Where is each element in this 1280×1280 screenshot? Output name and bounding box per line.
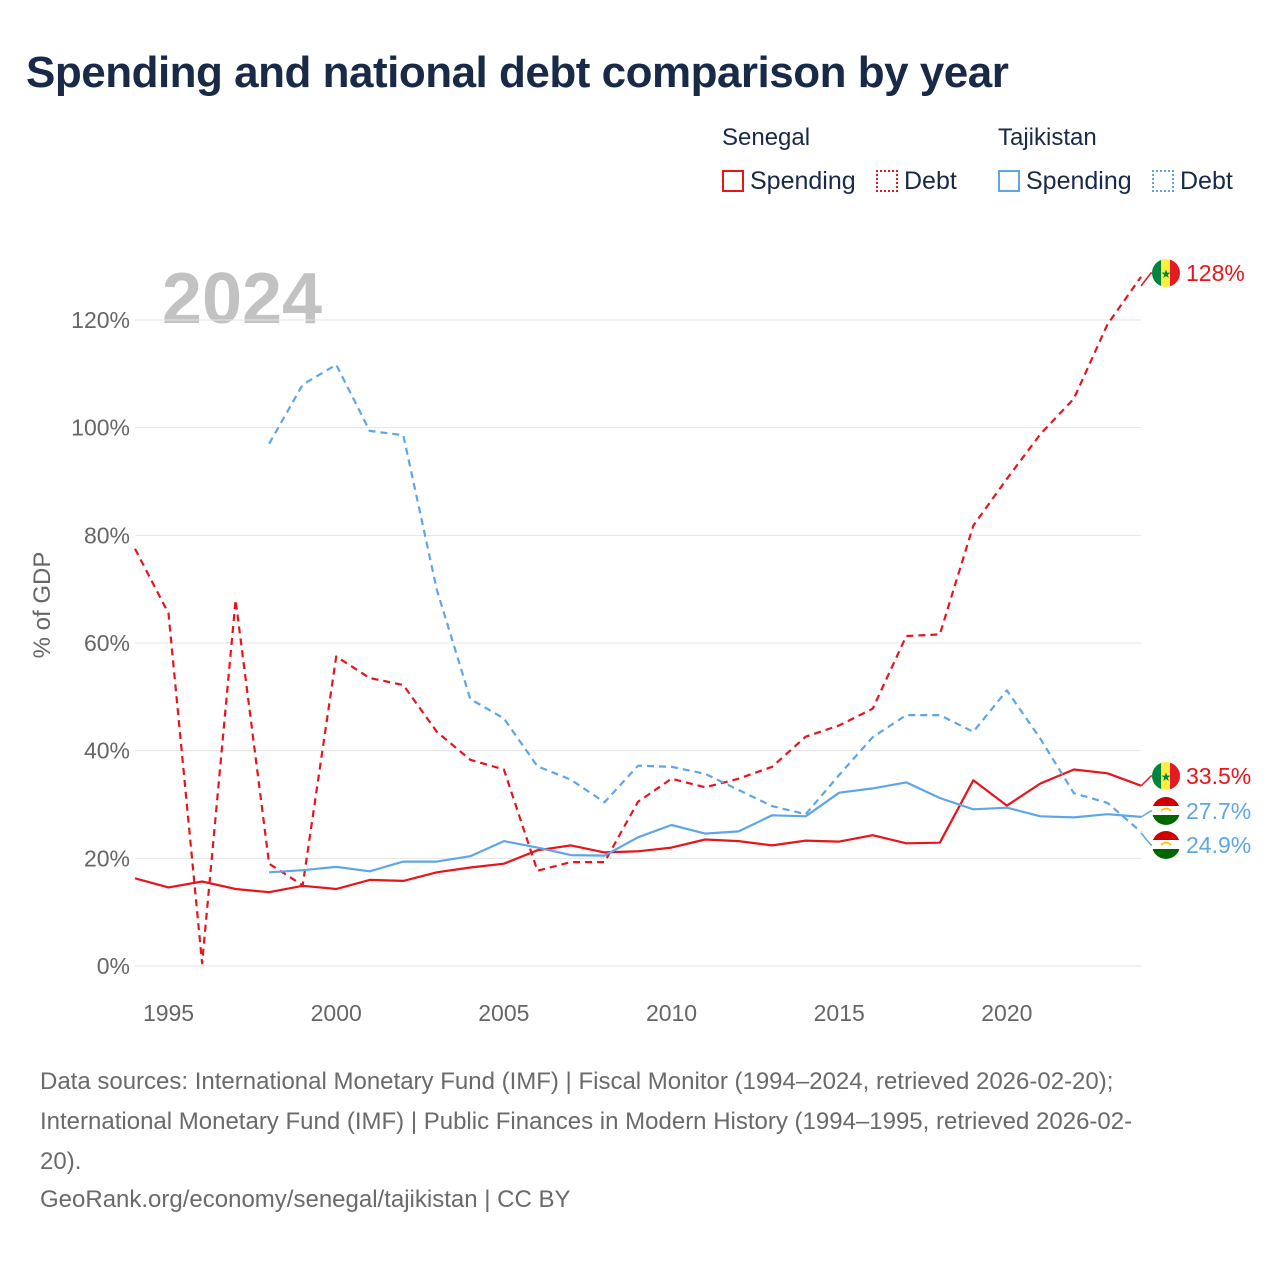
x-tick-label: 2005 — [478, 1000, 529, 1026]
year-watermark: 2024 — [162, 259, 322, 339]
legend-swatch-solid-blue — [998, 170, 1020, 192]
end-label-tajikistan-spending: 27.7% — [1186, 798, 1251, 824]
tajikistan-flag-icon — [1152, 831, 1180, 859]
series-line-senegal-debt — [134, 276, 1142, 965]
legend-group-tajikistan: Tajikistan — [998, 124, 1097, 151]
svg-text:★: ★ — [1161, 770, 1172, 784]
chart-title: Spending and national debt comparison by… — [26, 48, 1009, 97]
y-tick-label: 80% — [84, 522, 130, 548]
senegal-flag-icon: ★ — [1152, 762, 1180, 790]
x-tick-label: 2010 — [646, 1000, 697, 1026]
series-line-tajikistan-spending — [269, 781, 1142, 874]
senegal-flag-icon: ★ — [1152, 259, 1180, 287]
legend-group-senegal: Senegal — [722, 124, 811, 151]
footer-sources-line-3: 20). — [40, 1148, 82, 1175]
y-tick-label: 40% — [84, 738, 130, 764]
legend-label: Spending — [750, 166, 856, 195]
x-tick-label: 2000 — [311, 1000, 362, 1026]
y-tick-label: 20% — [84, 845, 130, 871]
tajikistan-flag-icon — [1152, 797, 1180, 825]
line-chart: 2024 0% 20% 40% 60% 80% 100% 120% 1995 2000 2005… — [29, 259, 1251, 1026]
legend-label: Debt — [904, 166, 957, 195]
legend-swatch-dotted-red — [876, 170, 898, 192]
end-label-tajikistan-debt: 24.9% — [1186, 832, 1251, 858]
x-tick-label: 2020 — [981, 1000, 1032, 1026]
end-label-senegal-spending: 33.5% — [1186, 763, 1251, 789]
legend-label: Debt — [1180, 166, 1233, 195]
series-line-senegal-spending — [134, 768, 1142, 894]
y-tick-label: 0% — [97, 953, 130, 979]
legend-label: Spending — [1026, 166, 1132, 195]
x-tick-label: 2015 — [814, 1000, 865, 1026]
y-tick-label: 100% — [71, 415, 130, 441]
legend-swatch-dotted-blue — [1152, 170, 1174, 192]
svg-text:★: ★ — [1161, 267, 1172, 281]
end-label-senegal-debt: 128% — [1186, 260, 1245, 286]
y-axis-label: % of GDP — [29, 552, 56, 659]
legend-swatch-solid-red — [722, 170, 744, 192]
x-tick-label: 1995 — [143, 1000, 194, 1026]
footer-sources-line-1: Data sources: International Monetary Fun… — [40, 1068, 1114, 1095]
series-line-tajikistan-debt — [268, 363, 1142, 833]
y-tick-label: 60% — [84, 630, 130, 656]
legend-item-senegal-debt[interactable]: Debt — [876, 166, 957, 196]
legend-item-tajikistan-debt[interactable]: Debt — [1152, 166, 1233, 196]
footer-sources-line-2: International Monetary Fund (IMF) | Publ… — [40, 1108, 1133, 1135]
legend-item-senegal-spending[interactable]: Spending — [722, 166, 856, 196]
legend-item-tajikistan-spending[interactable]: Spending — [998, 166, 1132, 196]
y-tick-label: 120% — [71, 307, 130, 333]
footer-credit-link[interactable]: GeoRank.org/economy/senegal/tajikistan |… — [40, 1186, 571, 1213]
